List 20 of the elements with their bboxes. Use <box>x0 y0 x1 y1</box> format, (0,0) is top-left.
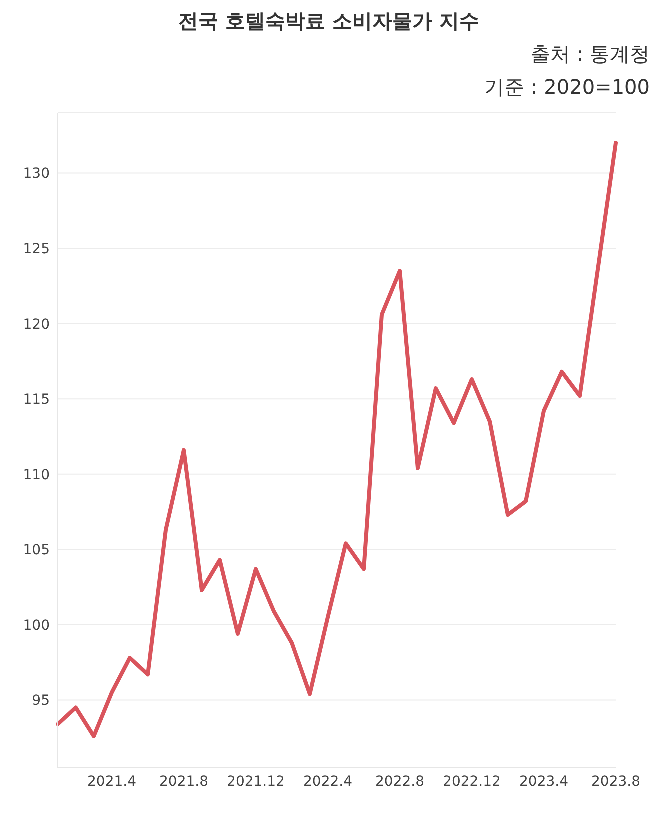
x-tick-label: 2021.8 <box>160 774 208 790</box>
x-tick-label: 2023.4 <box>520 774 569 790</box>
chart-title: 전국 호텔숙박료 소비자물가 지수 <box>178 8 480 35</box>
source-note: 출처 : 통계청 <box>530 41 650 68</box>
line-series <box>56 141 618 738</box>
x-tick-label: 2021.12 <box>227 774 285 790</box>
x-tick-label: 2021.4 <box>88 774 137 790</box>
text: 기준 : 2020=100 <box>484 74 650 101</box>
x-tick-label: 2022.4 <box>304 774 353 790</box>
x-tick-label: 2022.8 <box>376 774 424 790</box>
y-tick-label: 120 <box>23 316 50 333</box>
x-tick-label: 2023.8 <box>592 774 640 790</box>
y-tick-label: 100 <box>23 618 50 634</box>
y-tick-label: 130 <box>23 166 50 182</box>
y-tick-label: 95 <box>32 693 50 710</box>
y-tick-label: 115 <box>23 392 50 408</box>
x-tick-label: 2022.12 <box>443 774 501 790</box>
y-tick-label: 110 <box>23 467 50 484</box>
y-tick-label: 105 <box>23 542 50 559</box>
y-tick-label: 125 <box>23 241 50 258</box>
